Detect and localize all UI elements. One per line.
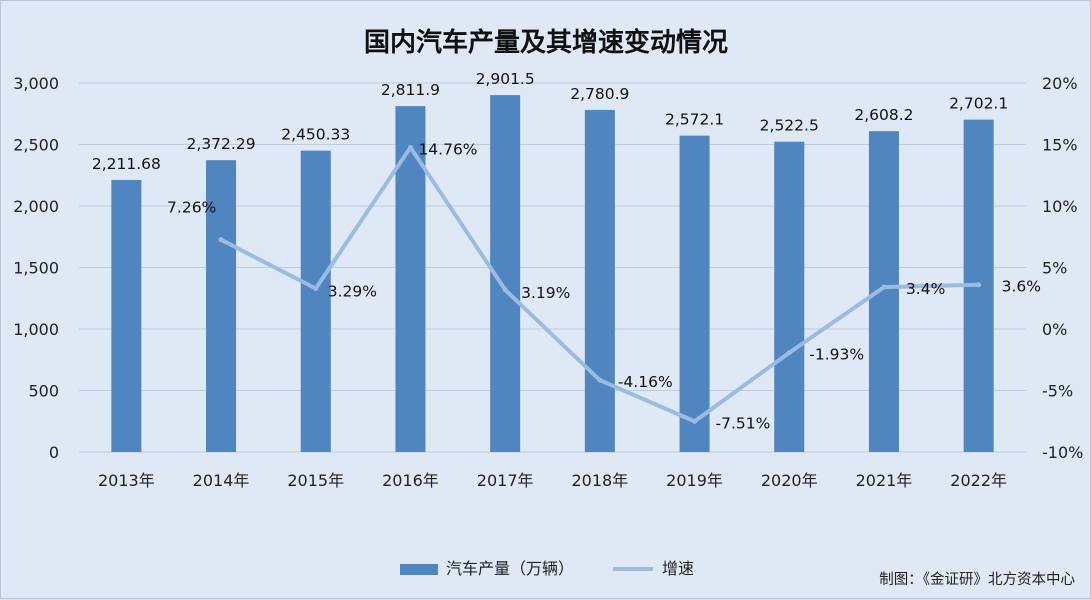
- x-axis-tick-label: 2019年: [666, 471, 723, 490]
- right-axis-tick-label: 10%: [1042, 197, 1078, 216]
- growth-value-label: 3.4%: [906, 280, 945, 298]
- data-labels: 2,211.68 2,372.29 2,450.33 2,811.9 2,901.5 2,…: [92, 70, 1041, 432]
- x-axis-tick-label: 2015年: [287, 471, 344, 490]
- growth-point: [976, 282, 982, 288]
- bar-value-label: 2,522.5: [760, 117, 819, 135]
- line-series: [218, 144, 982, 424]
- left-axis: 0 500 1,000 1,500 2,000 2,500 3,000: [13, 74, 59, 462]
- bar-value-label: 2,211.68: [92, 155, 161, 173]
- left-axis-tick-label: 3,000: [13, 74, 59, 93]
- bar: [868, 131, 899, 452]
- bar-value-label: 2,608.2: [854, 106, 913, 124]
- left-axis-tick-label: 1,000: [13, 320, 59, 339]
- growth-point: [881, 284, 887, 290]
- chart-title: 国内汽车产量及其增速变动情况: [364, 27, 728, 58]
- right-axis-tick-label: -10%: [1042, 443, 1083, 462]
- bar-value-label: 2,811.9: [381, 81, 440, 99]
- growth-point: [407, 144, 413, 150]
- bar: [206, 160, 237, 453]
- growth-point: [313, 286, 319, 292]
- x-axis: 2013年 2014年 2015年 2016年 2017年 2018年 2019年 2020年…: [98, 471, 1007, 490]
- bar: [584, 109, 615, 452]
- bar-value-label: 2,372.29: [187, 135, 256, 153]
- growth-point: [502, 287, 508, 293]
- bar-value-label: 2,702.1: [949, 95, 1008, 113]
- left-axis-tick-label: 2,000: [13, 197, 59, 216]
- growth-point: [692, 418, 698, 424]
- x-axis-tick-label: 2020年: [761, 471, 818, 490]
- right-axis: -10% -5% 0% 5% 10% 15% 20%: [1042, 74, 1083, 462]
- growth-point: [218, 237, 224, 243]
- growth-value-label: 3.29%: [328, 283, 377, 301]
- legend-bar-label: 汽车产量（万辆）: [446, 559, 574, 578]
- bar: [774, 141, 805, 453]
- bar-series: [111, 95, 994, 453]
- left-axis-tick-label: 500: [28, 382, 59, 401]
- right-axis-tick-label: -5%: [1042, 382, 1073, 401]
- legend-bar-swatch: [400, 564, 438, 575]
- x-axis-tick-label: 2013年: [98, 471, 155, 490]
- bar: [111, 179, 142, 452]
- legend: 汽车产量（万辆） 增速: [400, 559, 694, 578]
- left-axis-tick-label: 2,500: [13, 136, 59, 155]
- x-axis-tick-label: 2021年: [856, 471, 913, 490]
- x-axis-tick-label: 2016年: [382, 471, 439, 490]
- source-note: 制图：《金证研》北方资本中心: [879, 571, 1075, 588]
- growth-value-label: 14.76%: [418, 140, 477, 158]
- growth-value-label: -1.93%: [809, 346, 864, 364]
- growth-point: [786, 350, 792, 356]
- right-axis-tick-label: 20%: [1042, 74, 1078, 93]
- bar-value-label: 2,450.33: [281, 126, 350, 144]
- bar-value-label: 2,572.1: [665, 111, 724, 129]
- bar-value-label: 2,780.9: [570, 85, 629, 103]
- bar: [300, 150, 331, 452]
- growth-value-label: -7.51%: [716, 414, 771, 432]
- bar-value-label: 2,901.5: [476, 70, 535, 88]
- legend-line-label: 增速: [662, 559, 694, 578]
- x-axis-tick-label: 2022年: [950, 471, 1007, 490]
- bar: [679, 135, 710, 452]
- growth-value-label: 3.6%: [1002, 278, 1041, 296]
- left-axis-tick-label: 1,500: [13, 259, 59, 278]
- x-axis-tick-label: 2014年: [193, 471, 250, 490]
- x-axis-tick-label: 2018年: [571, 471, 628, 490]
- right-axis-tick-label: 0%: [1042, 320, 1067, 339]
- growth-value-label: 7.26%: [167, 199, 216, 217]
- growth-value-label: -4.16%: [618, 373, 673, 391]
- right-axis-tick-label: 5%: [1042, 259, 1067, 278]
- growth-value-label: 3.19%: [521, 284, 570, 302]
- grid-lines: [79, 82, 1026, 453]
- right-axis-tick-label: 15%: [1042, 136, 1078, 155]
- x-axis-tick-label: 2017年: [477, 471, 534, 490]
- left-axis-tick-label: 0: [49, 443, 59, 462]
- growth-point: [597, 377, 603, 383]
